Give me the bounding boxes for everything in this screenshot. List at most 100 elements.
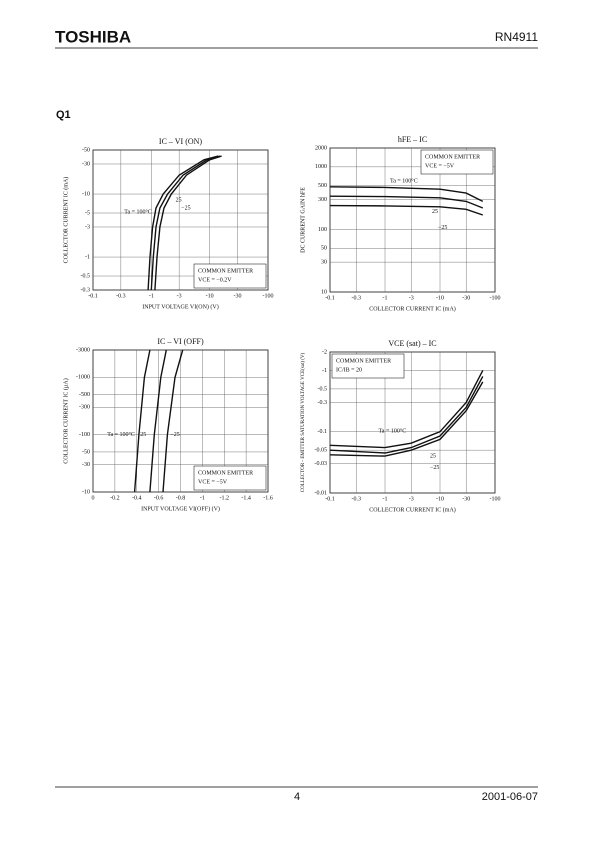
y-tick-label: -1 bbox=[322, 368, 327, 374]
curve bbox=[329, 381, 484, 457]
y-tick-label: -30 bbox=[82, 161, 90, 167]
y-tick-label: -50 bbox=[82, 449, 90, 455]
y-tick-label: -30 bbox=[82, 462, 90, 468]
x-tick-label: -10 bbox=[436, 295, 444, 301]
curve bbox=[149, 349, 167, 493]
curve bbox=[329, 204, 484, 216]
x-tick-label: -10 bbox=[206, 293, 214, 299]
chart-title: hFE – IC bbox=[398, 135, 427, 144]
curve bbox=[147, 155, 219, 291]
x-tick-label: -0.1 bbox=[325, 496, 335, 502]
x-tick-label: -0.3 bbox=[116, 293, 126, 299]
note-box bbox=[193, 465, 267, 491]
y-tick-label: 30 bbox=[321, 260, 327, 266]
x-tick-label: -100 bbox=[490, 295, 501, 301]
curve bbox=[150, 155, 221, 291]
note-box bbox=[420, 149, 494, 175]
x-tick-label: -0.8 bbox=[176, 495, 186, 501]
curve bbox=[329, 186, 484, 203]
x-tick-label: -0.1 bbox=[88, 293, 98, 299]
note: VCE = −5V bbox=[198, 479, 228, 485]
note: COMMON EMITTER bbox=[425, 154, 480, 160]
part-number: RN4911 bbox=[495, 30, 538, 44]
y-tick-label: -5 bbox=[85, 210, 90, 216]
chart-title: VCE (sat) – IC bbox=[388, 339, 436, 348]
y-tick-label: -0.05 bbox=[315, 448, 328, 454]
series-label: −25 bbox=[438, 225, 447, 231]
series-label: −25 bbox=[170, 432, 179, 438]
note: COMMON EMITTER bbox=[198, 470, 253, 476]
note: IC/IB = 20 bbox=[336, 367, 362, 373]
note-box bbox=[193, 263, 267, 289]
x-tick-label: -1 bbox=[383, 295, 388, 301]
y-tick-label: -0.3 bbox=[318, 400, 328, 406]
series-label: Ta = 100°C bbox=[379, 428, 407, 435]
y-tick-label: -0.03 bbox=[315, 461, 328, 467]
x-tick-label: -1.4 bbox=[241, 495, 251, 501]
x-axis-label: COLLECTOR CURRENT IC (mA) bbox=[369, 506, 456, 513]
chart-title: IC – VI (ON) bbox=[159, 137, 203, 146]
x-tick-label: -3 bbox=[409, 295, 414, 301]
y-tick-label: -10 bbox=[82, 489, 90, 495]
y-tick-label: -0.5 bbox=[318, 386, 328, 392]
y-axis-label: COLLECTOR - EMITTER SATURATION VOLTAGE V… bbox=[301, 352, 306, 492]
chart-title: IC – VI (OFF) bbox=[157, 337, 204, 346]
y-tick-label: 300 bbox=[318, 197, 327, 203]
x-tick-label: -1.2 bbox=[220, 495, 230, 501]
series-label: 25 bbox=[430, 453, 436, 459]
y-tick-label: 100 bbox=[318, 227, 327, 233]
series-label: −25 bbox=[430, 465, 439, 471]
y-tick-label: -50 bbox=[82, 147, 90, 153]
y-tick-label: -300 bbox=[79, 405, 90, 411]
x-tick-label: 0 bbox=[92, 495, 95, 501]
x-tick-label: -3 bbox=[177, 293, 182, 299]
x-tick-label: -100 bbox=[263, 293, 274, 299]
curve bbox=[133, 349, 151, 493]
y-tick-label: 1000 bbox=[315, 164, 327, 170]
x-tick-label: -30 bbox=[462, 295, 470, 301]
series-label: 25 bbox=[432, 209, 438, 215]
x-tick-label: -0.2 bbox=[110, 495, 120, 501]
x-tick-label: -3 bbox=[409, 496, 414, 502]
series-label: Ta = 100°C bbox=[124, 208, 152, 215]
section: Q1 bbox=[56, 109, 71, 121]
brand: TOSHIBA bbox=[55, 27, 131, 46]
curve bbox=[329, 376, 484, 454]
series-label: 25 bbox=[176, 197, 182, 203]
series-label: Ta = 100°C bbox=[390, 178, 418, 185]
series-label: Ta = 100°C bbox=[107, 431, 135, 438]
x-tick-label: -0.6 bbox=[154, 495, 164, 501]
series-label: 25 bbox=[140, 432, 146, 438]
series-label: −25 bbox=[181, 205, 190, 211]
y-tick-label: -10 bbox=[82, 191, 90, 197]
y-tick-label: 10 bbox=[321, 289, 327, 295]
y-axis-label: DC CURRENT GAIN hFE bbox=[300, 187, 306, 253]
curve bbox=[162, 349, 184, 493]
y-tick-label: -3 bbox=[85, 224, 90, 230]
curve bbox=[329, 195, 484, 209]
x-axis-label: INPUT VOLTAGE VI(OFF) (V) bbox=[141, 505, 220, 512]
x-tick-label: -0.3 bbox=[351, 496, 361, 502]
y-tick-label: 500 bbox=[318, 183, 327, 189]
x-tick-label: -30 bbox=[462, 496, 470, 502]
x-tick-label: -1.6 bbox=[263, 495, 273, 501]
note-box bbox=[331, 353, 405, 379]
y-tick-label: -100 bbox=[79, 432, 90, 438]
x-tick-label: -0.3 bbox=[351, 295, 361, 301]
y-tick-label: -500 bbox=[79, 392, 90, 398]
x-tick-label: -1 bbox=[200, 495, 205, 501]
y-tick-label: -1 bbox=[85, 254, 90, 260]
note: VCE = −0.2V bbox=[198, 277, 232, 283]
x-tick-label: -1 bbox=[383, 496, 388, 502]
page-number: 4 bbox=[294, 791, 300, 803]
y-tick-label: -3000 bbox=[76, 347, 90, 353]
y-axis-label: COLLECTOR CURRENT IC (mA) bbox=[62, 177, 69, 264]
x-tick-label: -0.4 bbox=[132, 495, 142, 501]
y-tick-label: 2000 bbox=[315, 145, 327, 151]
y-tick-label: 50 bbox=[321, 246, 327, 252]
curve bbox=[329, 370, 484, 449]
note: COMMON EMITTER bbox=[198, 268, 253, 274]
x-axis-label: COLLECTOR CURRENT IC (mA) bbox=[369, 305, 456, 312]
y-tick-label: -0.1 bbox=[318, 429, 328, 435]
